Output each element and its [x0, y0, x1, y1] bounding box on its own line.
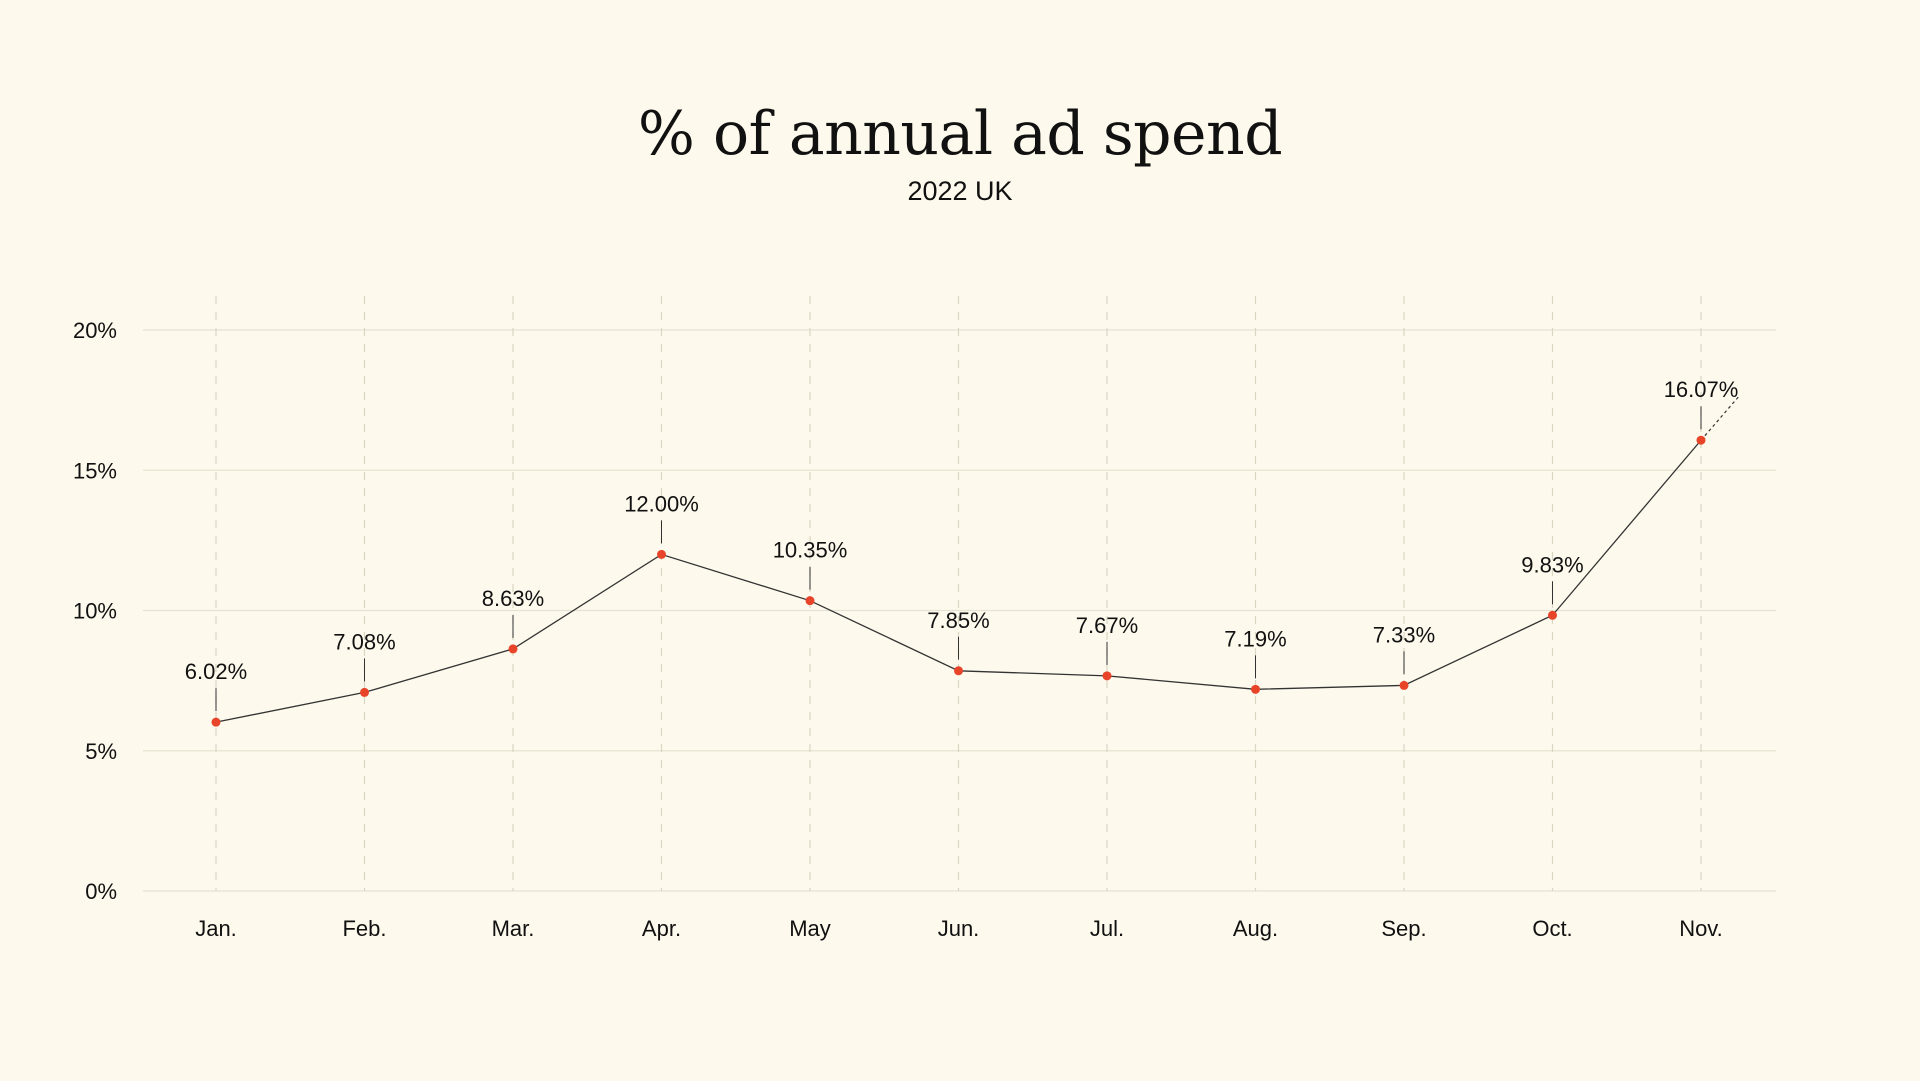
data-point — [954, 666, 963, 676]
data-point — [211, 717, 221, 727]
data-point — [360, 687, 369, 697]
y-tick-label: 10% — [73, 599, 117, 624]
x-tick-label: Sep. — [1381, 916, 1426, 941]
y-tick-label: 5% — [85, 739, 117, 764]
data-point — [1102, 671, 1112, 681]
x-tick-label: Jun. — [938, 916, 980, 941]
x-axis-ticks: Jan. Feb. Mar. Apr. May Jun. Jul. Aug. Sep. Oct. N… — [195, 916, 1723, 941]
data-label: 10.35% — [773, 538, 848, 563]
x-tick-label: Aug. — [1233, 916, 1278, 941]
x-tick-label: Feb. — [342, 916, 386, 941]
data-point — [805, 596, 815, 606]
data-label: 7.33% — [1373, 622, 1435, 647]
y-tick-label: 0% — [85, 879, 117, 904]
data-label: 7.85% — [927, 608, 989, 633]
series — [211, 395, 1740, 727]
grid — [143, 296, 1776, 892]
chart-title: % of annual ad spend — [637, 99, 1283, 169]
y-tick-label: 15% — [73, 458, 117, 483]
y-tick-label: 20% — [73, 318, 117, 343]
data-labels: 6.02% 7.08% 8.63% 12.00% 10.35% 7.85% 7.67% 7.1… — [185, 377, 1739, 712]
data-label: 7.19% — [1224, 626, 1286, 651]
data-label: 9.83% — [1521, 552, 1583, 577]
x-tick-label: Apr. — [642, 916, 681, 941]
data-point — [1696, 435, 1706, 445]
data-label: 7.08% — [333, 629, 395, 654]
data-label: 6.02% — [185, 659, 247, 684]
data-label: 12.00% — [624, 491, 699, 516]
x-tick-label: Jul. — [1090, 916, 1124, 941]
x-tick-label: Oct. — [1532, 916, 1572, 941]
data-point — [1251, 684, 1260, 694]
y-axis-ticks: 0% 5% 10% 15% 20% — [73, 318, 117, 904]
x-tick-label: May — [789, 916, 831, 941]
data-label: 16.07% — [1664, 377, 1739, 402]
data-label: 7.67% — [1076, 613, 1138, 638]
data-point — [657, 549, 666, 559]
data-label: 8.63% — [482, 586, 544, 611]
x-tick-label: Nov. — [1679, 916, 1723, 941]
x-tick-label: Jan. — [195, 916, 237, 941]
chart-subtitle: 2022 UK — [907, 176, 1013, 206]
data-point — [1399, 680, 1409, 690]
data-point — [508, 644, 518, 654]
series-extension — [1700, 395, 1740, 441]
series-line — [215, 439, 1702, 723]
data-point — [1548, 610, 1557, 620]
x-tick-label: Mar. — [492, 916, 535, 941]
